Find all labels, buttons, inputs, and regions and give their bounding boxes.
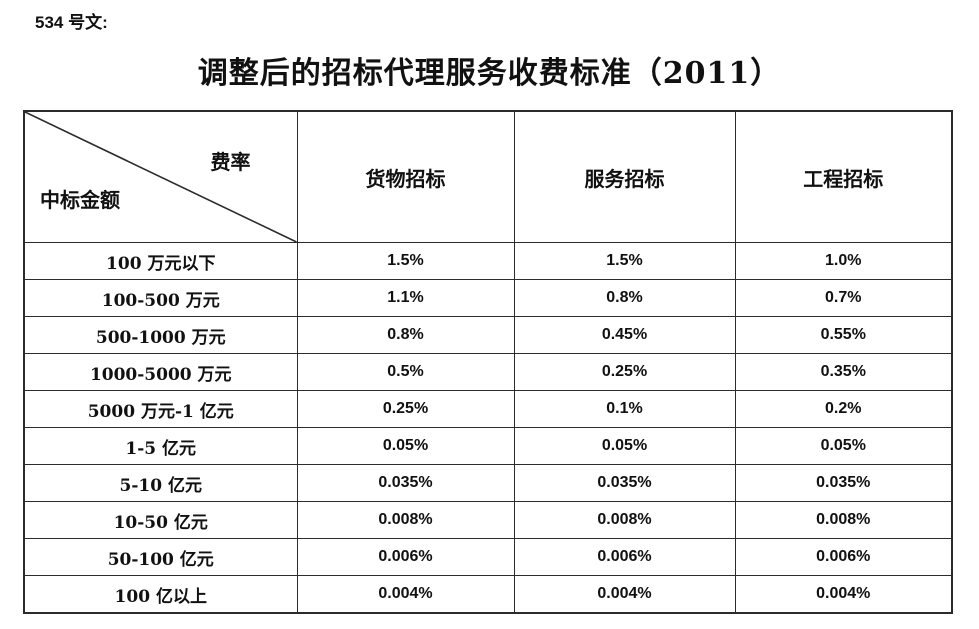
diagonal-header-cell: 费率 中标金额 (23, 110, 298, 243)
table-row: 1-5 亿元 0.05% 0.05% 0.05% (23, 427, 953, 465)
rate-cell: 0.006% (513, 538, 736, 576)
rate-cell: 0.05% (734, 427, 953, 465)
diagonal-divider-line (25, 112, 296, 242)
row-label: 50-100 亿元 (23, 538, 298, 576)
corner-label-rate: 费率 (210, 150, 251, 174)
rate-cell: 0.006% (296, 538, 515, 576)
table-row: 5000 万元-1 亿元 0.25% 0.1% 0.2% (23, 390, 953, 428)
rate-cell: 0.035% (513, 464, 736, 502)
column-header-engineering: 工程招标 (734, 110, 953, 243)
rate-cell: 0.7% (734, 279, 953, 317)
rate-cell: 0.1% (513, 390, 736, 428)
table-row: 500-1000 万元 0.8% 0.45% 0.55% (23, 316, 953, 354)
rate-cell: 0.8% (296, 316, 515, 354)
row-label: 5000 万元-1 亿元 (23, 390, 298, 428)
row-label: 500-1000 万元 (23, 316, 298, 354)
table-row: 1000-5000 万元 0.5% 0.25% 0.35% (23, 353, 953, 391)
row-label: 10-50 亿元 (23, 501, 298, 539)
table-header-row: 费率 中标金额 货物招标 服务招标 工程招标 (23, 110, 953, 243)
rate-cell: 0.004% (296, 575, 515, 614)
rate-cell: 0.45% (513, 316, 736, 354)
rate-cell: 0.2% (734, 390, 953, 428)
row-label: 1000-5000 万元 (23, 353, 298, 391)
rate-cell: 0.25% (296, 390, 515, 428)
rate-cell: 1.5% (513, 242, 736, 280)
table-row: 10-50 亿元 0.008% 0.008% 0.008% (23, 501, 953, 539)
table-row: 100-500 万元 1.1% 0.8% 0.7% (23, 279, 953, 317)
rate-cell: 1.0% (734, 242, 953, 280)
row-label: 100 万元以下 (23, 242, 298, 280)
row-label: 100 亿以上 (23, 575, 298, 614)
rate-cell: 0.25% (513, 353, 736, 391)
page-title: 调整后的招标代理服务收费标准（2011） (197, 56, 782, 91)
corner-label-bid-amount: 中标金额 (40, 188, 120, 212)
column-header-services: 服务招标 (513, 110, 736, 243)
fee-table: 费率 中标金额 货物招标 服务招标 工程招标 100 万元以下 1.5% 1.5… (23, 110, 953, 614)
rate-cell: 0.004% (513, 575, 736, 614)
doc-number-label: 534 号文: (35, 13, 108, 32)
table-row: 100 万元以下 1.5% 1.5% 1.0% (23, 242, 953, 280)
rate-cell: 0.35% (734, 353, 953, 391)
row-label: 1-5 亿元 (23, 427, 298, 465)
rate-cell: 0.008% (734, 501, 953, 539)
rate-cell: 0.004% (734, 575, 953, 614)
rate-cell: 1.5% (296, 242, 515, 280)
row-label: 5-10 亿元 (23, 464, 298, 502)
rate-cell: 1.1% (296, 279, 515, 317)
rate-cell: 0.5% (296, 353, 515, 391)
rate-cell: 0.008% (513, 501, 736, 539)
row-label: 100-500 万元 (23, 279, 298, 317)
rate-cell: 0.035% (734, 464, 953, 502)
table-row: 50-100 亿元 0.006% 0.006% 0.006% (23, 538, 953, 576)
rate-cell: 0.55% (734, 316, 953, 354)
column-header-goods: 货物招标 (296, 110, 515, 243)
rate-cell: 0.006% (734, 538, 953, 576)
rate-cell: 0.008% (296, 501, 515, 539)
table-row: 5-10 亿元 0.035% 0.035% 0.035% (23, 464, 953, 502)
rate-cell: 0.05% (296, 427, 515, 465)
table-row: 100 亿以上 0.004% 0.004% 0.004% (23, 575, 953, 614)
rate-cell: 0.05% (513, 427, 736, 465)
rate-cell: 0.035% (296, 464, 515, 502)
rate-cell: 0.8% (513, 279, 736, 317)
